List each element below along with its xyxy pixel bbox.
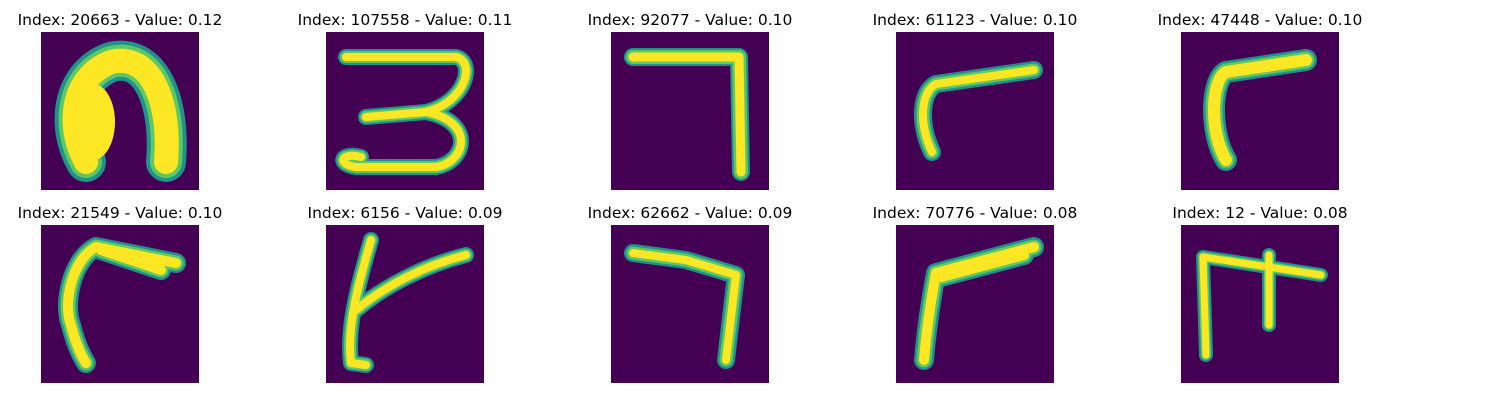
panel-6: Index: 21549 - Value: 0.10: [0, 203, 240, 388]
seven-glyph: [611, 32, 769, 190]
panel-title: Index: 61123 - Value: 0.10: [855, 10, 1095, 30]
panel-title: Index: 12 - Value: 0.08: [1140, 203, 1380, 223]
digit-image: [611, 225, 769, 383]
panel-5: Index: 47448 - Value: 0.10: [1140, 10, 1380, 195]
panel-title: Index: 47448 - Value: 0.10: [1140, 10, 1380, 30]
hook-glyph: [896, 32, 1054, 190]
panel-10: Index: 12 - Value: 0.08: [1140, 203, 1380, 388]
panel-7: Index: 6156 - Value: 0.09: [285, 203, 525, 388]
hook-glyph: [896, 225, 1054, 383]
digit-image: [896, 32, 1054, 190]
panel-9: Index: 70776 - Value: 0.08: [855, 203, 1095, 388]
panel-title: Index: 20663 - Value: 0.12: [0, 10, 240, 30]
panel-title: Index: 92077 - Value: 0.10: [570, 10, 810, 30]
branch-glyph: [1181, 225, 1339, 383]
digit-image: [611, 32, 769, 190]
digit-image: [896, 225, 1054, 383]
hook-glyph: [1181, 32, 1339, 190]
panel-title: Index: 62662 - Value: 0.09: [570, 203, 810, 223]
panel-title: Index: 21549 - Value: 0.10: [0, 203, 240, 223]
digit-image: [41, 32, 199, 190]
digit-image: [1181, 225, 1339, 383]
digit-image: [326, 32, 484, 190]
blob-arch-glyph: [41, 32, 199, 190]
digit-image: [1181, 32, 1339, 190]
three-glyph: [326, 32, 484, 190]
digit-image: [326, 225, 484, 383]
branch-glyph: [326, 225, 484, 383]
panel-3: Index: 92077 - Value: 0.10: [570, 10, 810, 195]
panel-title: Index: 6156 - Value: 0.09: [285, 203, 525, 223]
panel-4: Index: 61123 - Value: 0.10: [855, 10, 1095, 195]
panel-2: Index: 107558 - Value: 0.11: [285, 10, 525, 195]
panel-title: Index: 70776 - Value: 0.08: [855, 203, 1095, 223]
panel-1: Index: 20663 - Value: 0.12: [0, 10, 240, 195]
panel-8: Index: 62662 - Value: 0.09: [570, 203, 810, 388]
hook-glyph: [41, 225, 199, 383]
seven-glyph: [611, 225, 769, 383]
panel-title: Index: 107558 - Value: 0.11: [285, 10, 525, 30]
digit-image: [41, 225, 199, 383]
